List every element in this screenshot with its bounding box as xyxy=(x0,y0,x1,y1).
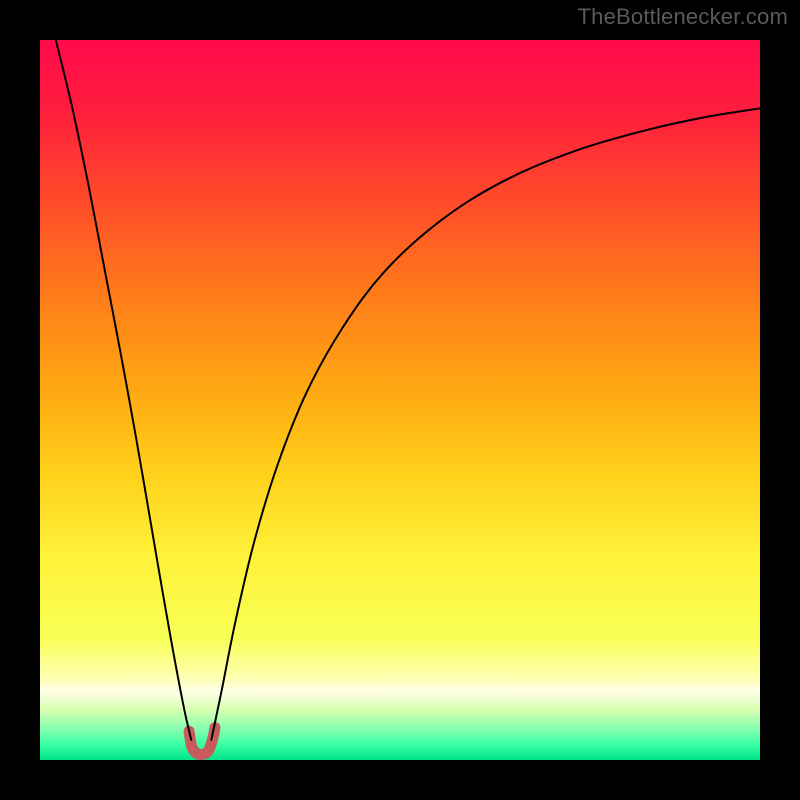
chart-svg xyxy=(0,0,800,800)
plot-area xyxy=(40,40,760,760)
watermark-text: TheBottlenecker.com xyxy=(578,4,788,30)
chart-stage: TheBottlenecker.com xyxy=(0,0,800,800)
